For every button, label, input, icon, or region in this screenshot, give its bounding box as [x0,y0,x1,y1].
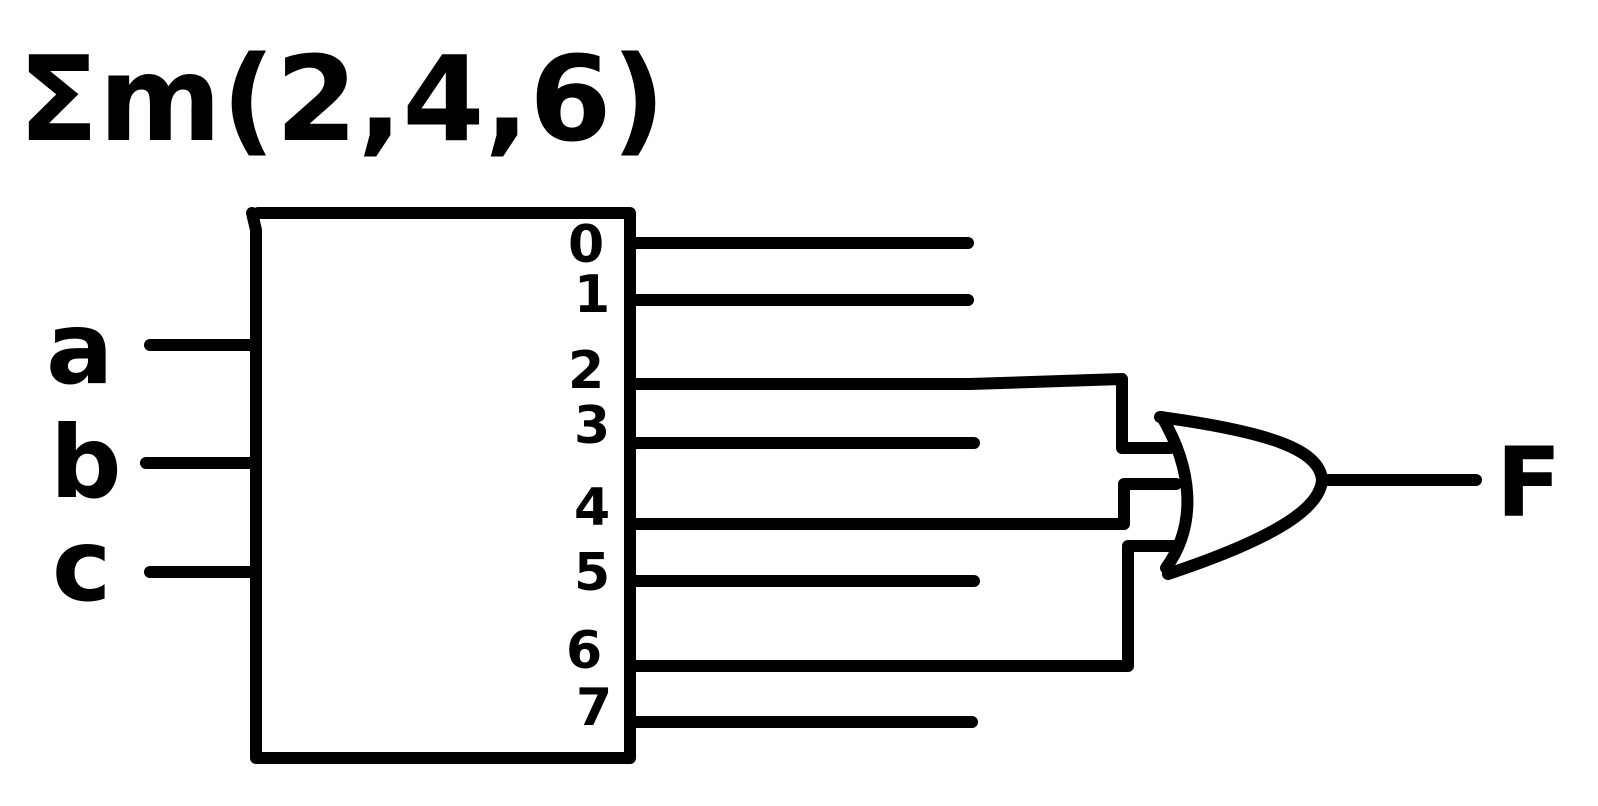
output-label-4: 4 [574,478,610,538]
output-line-6 [630,540,1180,672]
minterm-expression: Σm(2,4,6) [18,30,665,168]
output-label-7: 7 [576,678,612,738]
output-label-2: 2 [568,341,604,401]
output-label-1: 1 [574,265,610,325]
decoder-box-outline [246,207,636,764]
decoder-block [246,207,636,764]
decoder-inputs: a b c [46,290,258,624]
decoder-output-lines [630,237,1182,728]
output-label-f: F [1496,427,1562,539]
output-line-2 [630,373,1176,454]
output-label-0: 0 [568,215,604,275]
output-line-4 [630,478,1182,530]
decoder-output-labels: 0 1 2 3 4 5 6 7 [566,215,612,738]
output-label-6: 6 [566,621,602,681]
output-label-3: 3 [574,396,610,456]
output-label-5: 5 [574,543,610,603]
input-label-b: b [50,404,122,521]
or-gate-back-curve [1156,411,1194,574]
or-gate [1154,411,1328,580]
input-label-c: c [52,507,111,624]
input-label-a: a [46,290,113,407]
